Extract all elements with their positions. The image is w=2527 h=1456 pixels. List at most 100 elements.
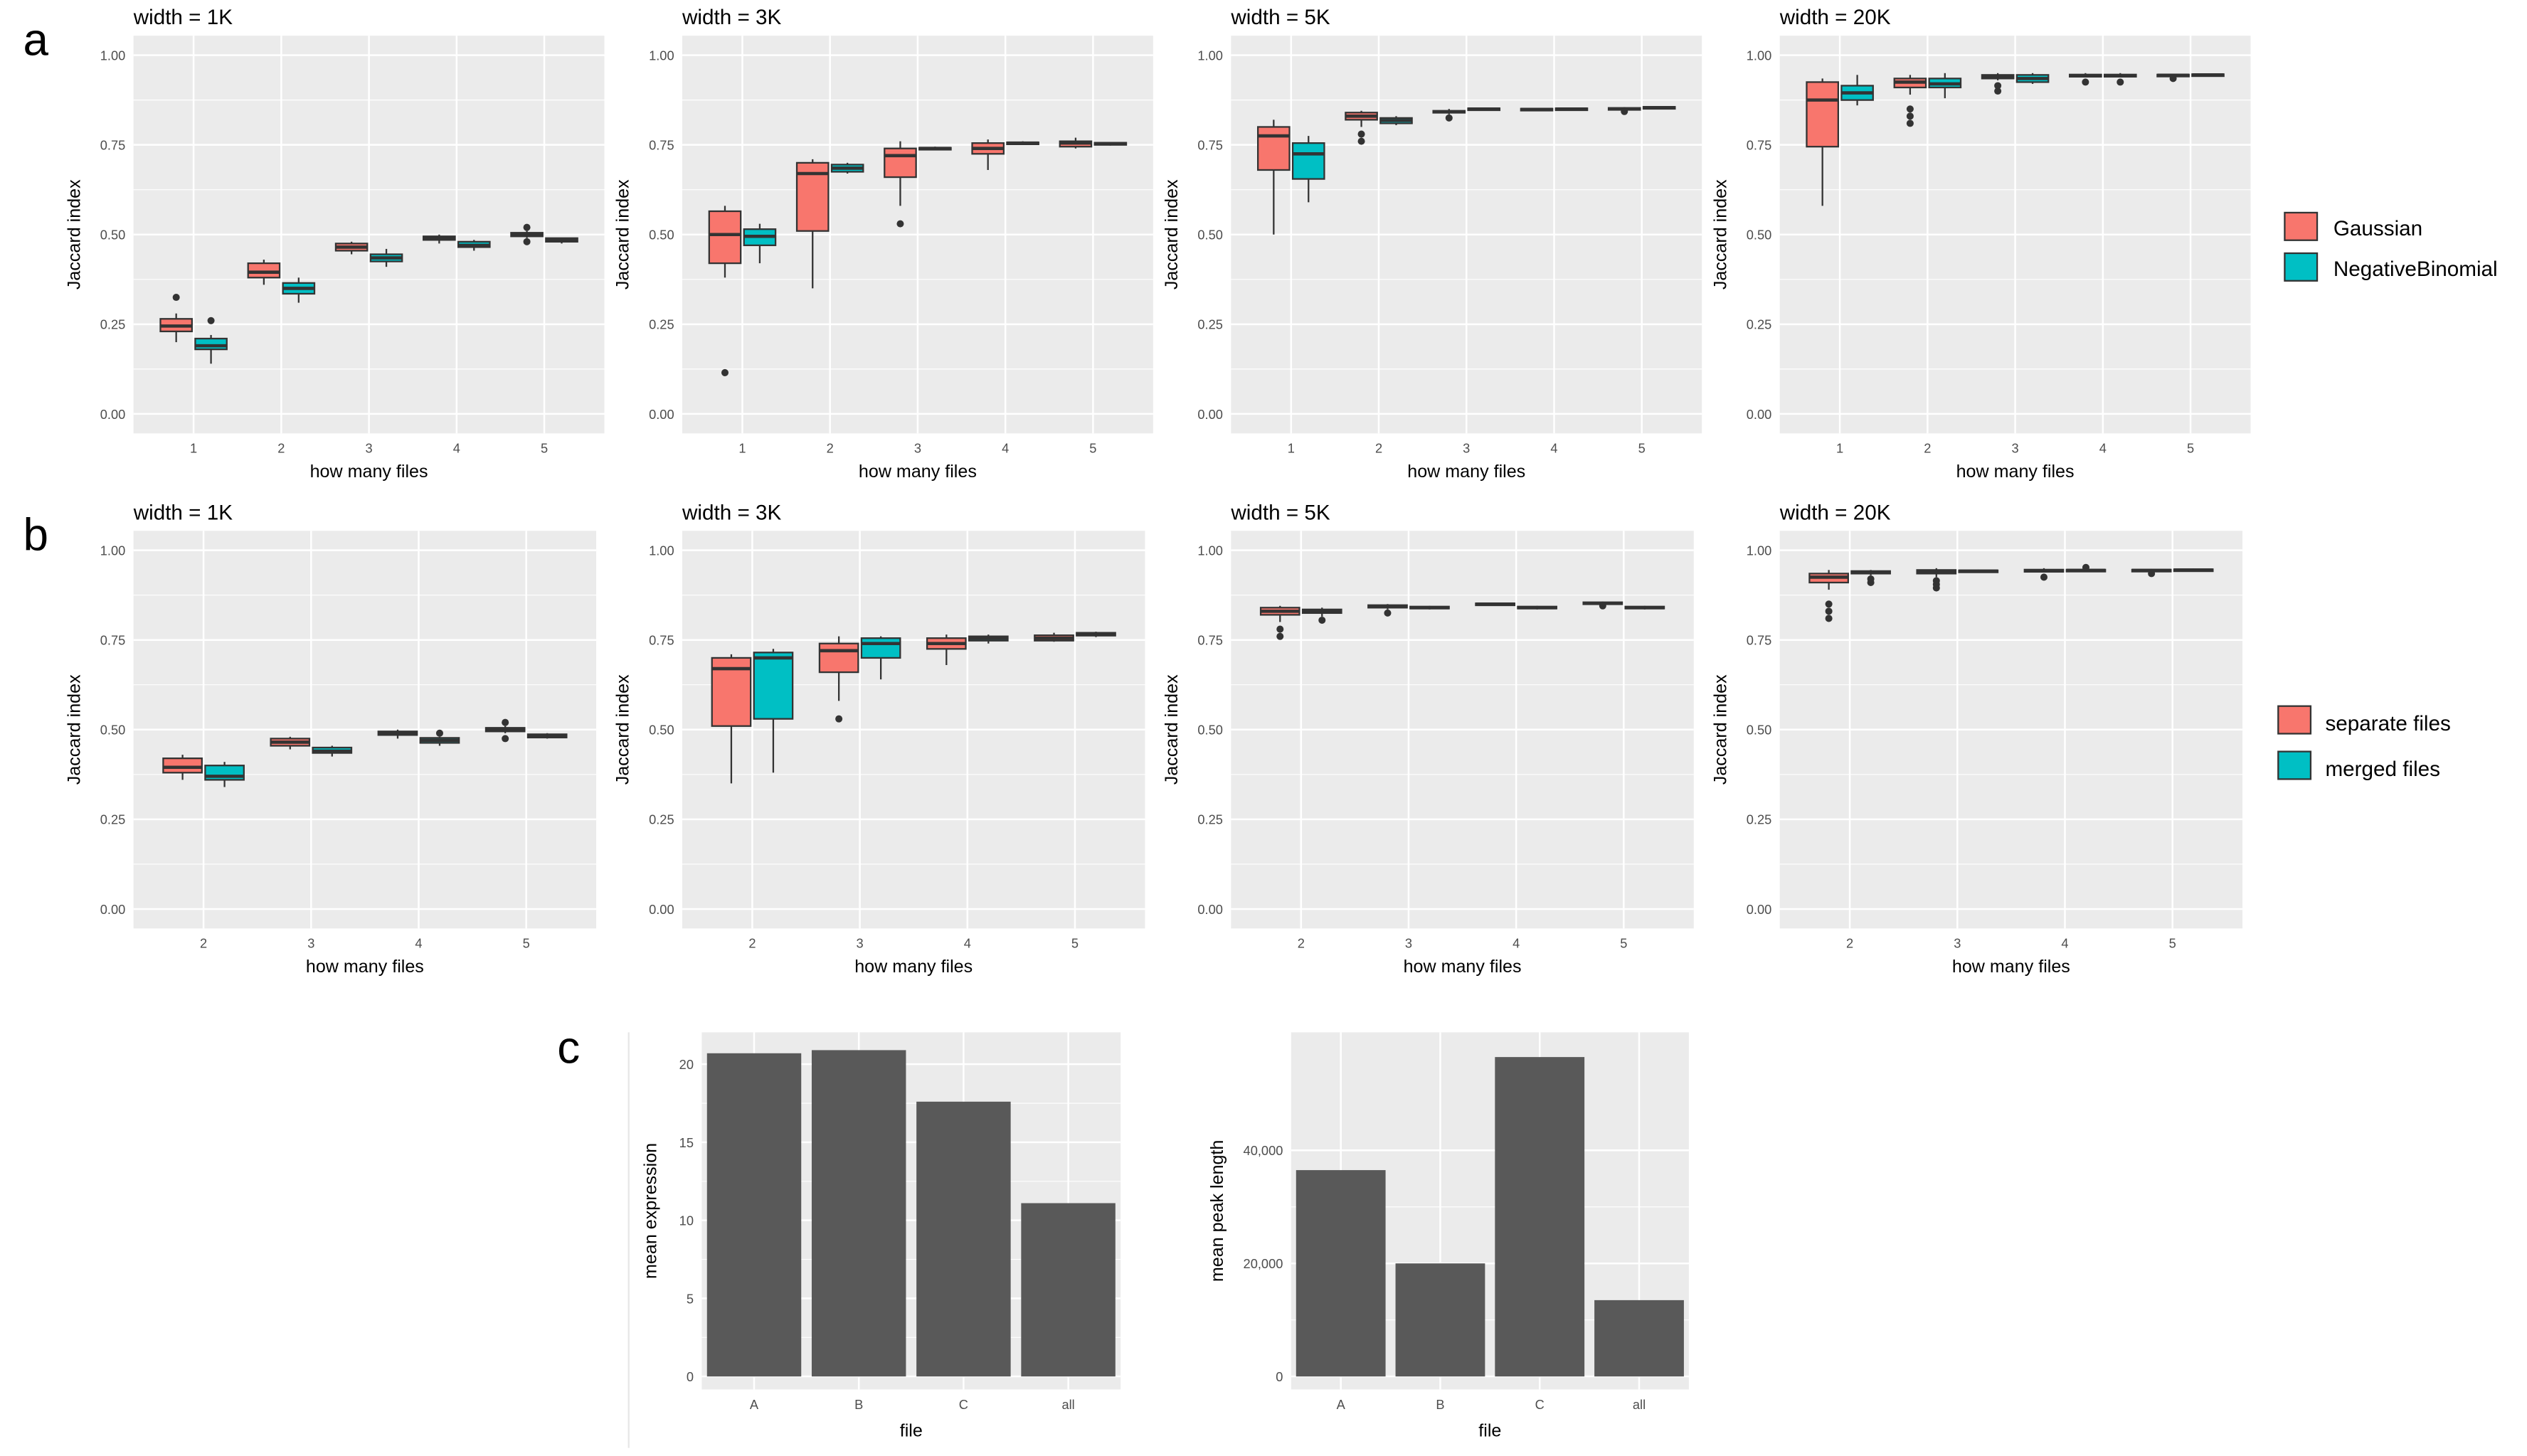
y-tick-label: 0.50: [100, 723, 126, 738]
x-tick-label: C: [1535, 1397, 1545, 1412]
panel-label-a: a: [23, 14, 49, 65]
facet-title: width = 5K: [1230, 501, 1330, 524]
box-separate-files-5: [484, 718, 526, 743]
box-separate-files-3: [270, 736, 311, 750]
y-tick-label: 0.50: [1197, 228, 1223, 243]
y-axis-title: Jaccard index: [613, 179, 633, 289]
y-axis-title: mean expression: [641, 1143, 661, 1279]
outlier-point: [1599, 602, 1606, 610]
x-tick-label: 3: [914, 441, 921, 456]
box-separate-files-4: [2023, 568, 2065, 581]
outlier-point: [1357, 137, 1365, 145]
x-tick-label: 1: [1836, 441, 1843, 456]
y-tick-label: 0.75: [100, 633, 126, 648]
box-separate-files-4: [377, 729, 418, 739]
outlier-point: [1906, 112, 1914, 120]
x-tick-label: 3: [1954, 936, 1961, 951]
y-tick-label: 0.50: [1747, 228, 1772, 243]
facet-a-1: width = 3K 0.00 0.25 0.50 0.75 1.00 1 2 3 4 5 how m…: [613, 6, 1153, 482]
outlier-point: [1932, 577, 1940, 585]
outlier-point: [1318, 616, 1326, 624]
outlier-point: [721, 368, 729, 376]
box-separate-files-2: [1259, 605, 1300, 640]
x-tick-label: 5: [1071, 936, 1079, 951]
box-merged-files-5: [1624, 605, 1665, 610]
box-gaussian-4: [1520, 107, 1554, 112]
box-negativebinomial-2: [1379, 116, 1413, 125]
box-merged-files-4: [419, 729, 460, 746]
x-axis-title: how many files: [1407, 462, 1525, 482]
facet-title: width = 20K: [1779, 501, 1891, 524]
bar-A: [706, 1053, 802, 1377]
box-negativebinomial-2: [1928, 73, 1962, 99]
outlier-point: [172, 293, 180, 302]
outlier-point: [435, 729, 443, 737]
box: [162, 757, 203, 774]
box-merged-files-3: [1958, 569, 1999, 573]
facet-a-0: width = 1K 0.00 0.25 0.50 0.75 1.00 1 2 3 4 5 how m…: [64, 6, 605, 482]
y-tick-label: 0.00: [100, 407, 126, 422]
box-gaussian-5: [1607, 107, 1641, 115]
x-tick-label: A: [1337, 1397, 1346, 1412]
x-axis-title: how many files: [310, 462, 428, 482]
y-tick-label: 0.25: [1747, 317, 1772, 332]
x-tick-label: 1: [1288, 441, 1295, 456]
y-tick-label: 10: [679, 1213, 694, 1228]
y-tick-label: 1.00: [1747, 48, 1772, 63]
y-tick-label: 1.00: [100, 543, 126, 558]
y-tick-label: 0: [687, 1369, 694, 1384]
box-merged-files-3: [312, 745, 353, 757]
facet-title: width = 1K: [133, 501, 233, 524]
facet-a-3: width = 20K 0.00 0.25 0.50 0.75 1.00 1 2 3 4 5 how …: [1710, 6, 2251, 482]
x-tick-label: A: [750, 1397, 759, 1412]
x-tick-label: 4: [415, 936, 422, 951]
box-gaussian-1: [1806, 78, 1839, 206]
x-tick-label: 1: [190, 441, 197, 456]
facet-title: width = 1K: [133, 6, 233, 29]
outlier-point: [1994, 87, 2002, 95]
y-axis-title: mean peak length: [1207, 1140, 1227, 1282]
bar-B: [811, 1050, 906, 1377]
legend-a-key-2: [2284, 252, 2319, 282]
y-tick-label: 0.25: [100, 317, 126, 332]
box-merged-files-3: [1409, 605, 1450, 610]
box-negativebinomial-3: [369, 248, 403, 267]
box: [708, 210, 742, 265]
box-gaussian-1: [1257, 119, 1291, 235]
x-tick-label: 5: [2169, 936, 2176, 951]
x-tick-label: 5: [541, 441, 548, 456]
y-tick-label: 0.50: [1747, 723, 1772, 738]
y-tick-label: 1.00: [1197, 543, 1223, 558]
outlier-point: [1825, 607, 1833, 615]
bar-C: [916, 1101, 1011, 1377]
y-tick-label: 0.00: [1197, 407, 1223, 422]
y-axis-title: Jaccard index: [64, 179, 84, 289]
outlier-point: [1825, 600, 1833, 608]
box-gaussian-3: [884, 141, 917, 228]
outlier-point: [1276, 625, 1284, 633]
box-gaussian-3: [334, 241, 369, 255]
box-merged-files-2: [1301, 607, 1342, 624]
y-tick-label: 1.00: [1747, 543, 1772, 558]
box-negativebinomial-3: [1467, 107, 1501, 112]
legend-a-label-2: NegativeBinomial: [2333, 257, 2498, 281]
box-merged-files-5: [1076, 632, 1116, 637]
legend-b-label-2: merged files: [2325, 758, 2440, 781]
outlier-point: [2169, 75, 2177, 83]
box-gaussian-2: [1345, 110, 1378, 145]
box-merged-files-5: [526, 733, 568, 739]
panel-label-b: b: [23, 509, 49, 560]
x-tick-label: 4: [453, 441, 460, 456]
x-axis-title: how many files: [1952, 957, 2070, 977]
x-tick-label: 3: [366, 441, 373, 456]
box-negativebinomial-1: [1840, 75, 1874, 106]
box-negativebinomial-5: [545, 237, 578, 244]
y-axis-title: Jaccard index: [1710, 674, 1730, 785]
x-tick-label: 4: [1513, 936, 1520, 951]
box-gaussian-5: [2156, 73, 2190, 83]
outlier-point: [2082, 563, 2089, 571]
x-tick-label: 4: [2099, 441, 2107, 456]
facet-title: width = 20K: [1779, 6, 1891, 29]
legend-b: separate files merged files: [2277, 705, 2451, 781]
